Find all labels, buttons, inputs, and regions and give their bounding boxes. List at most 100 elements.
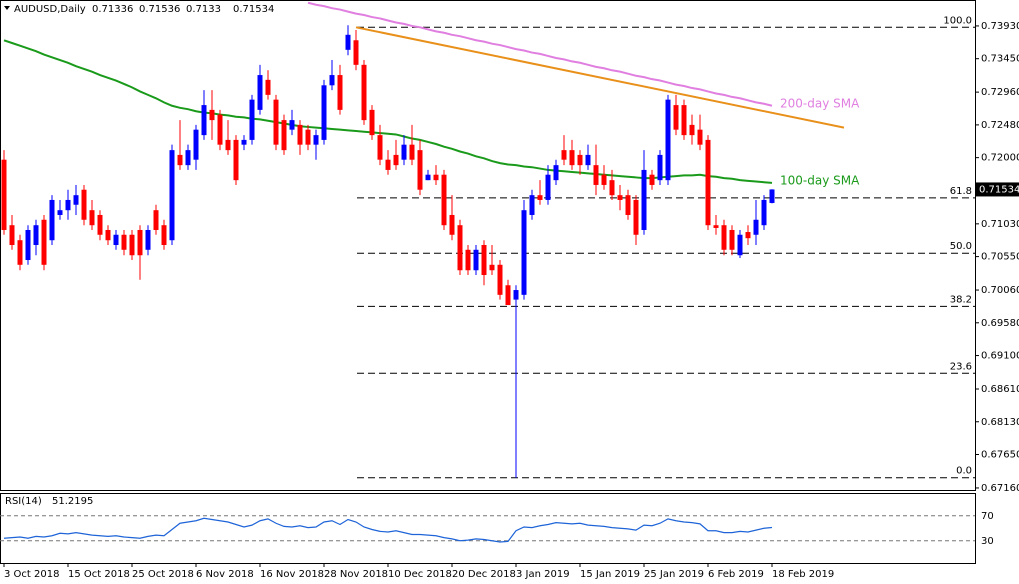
chart-title: AUDUSD,Daily [14, 4, 86, 15]
candle-body [57, 210, 63, 215]
candle-body [105, 229, 111, 241]
candle-body [337, 75, 343, 110]
candle-body [497, 264, 503, 295]
candle-body [673, 105, 679, 130]
candle-body [545, 174, 551, 200]
fib-label: 61.8 [950, 186, 972, 197]
x-tick-label: 18 Feb 2019 [772, 569, 834, 580]
candle-body [161, 225, 167, 245]
candle-body [409, 144, 415, 160]
candle-body [753, 219, 759, 235]
candle-body [401, 144, 407, 160]
candle-body [353, 40, 359, 65]
header-arrow [4, 6, 10, 10]
candle-body [713, 225, 719, 228]
header-open: 0.71336 [92, 4, 133, 15]
candle-body [193, 129, 199, 160]
candle-body [761, 199, 767, 226]
candle-body [297, 124, 303, 145]
candle-body [281, 120, 287, 151]
candle-body [289, 120, 295, 130]
candle-body [769, 189, 775, 203]
candle-body [489, 264, 495, 271]
candle-body [697, 129, 703, 145]
candle-body [369, 109, 375, 136]
x-tick-label: 15 Jan 2019 [580, 569, 640, 580]
candle-body [529, 195, 535, 215]
candle-body [481, 245, 487, 276]
rsi-frame [0, 493, 976, 564]
candle-body [41, 219, 47, 265]
candle-body [129, 234, 135, 256]
candle-body [233, 139, 239, 181]
x-tick-label: 3 Jan 2019 [516, 569, 570, 580]
candle-body [609, 180, 615, 196]
candle-body [73, 195, 79, 205]
candle-body [33, 225, 39, 245]
candle-body [441, 174, 447, 226]
candle-body [113, 234, 119, 245]
candle-body [89, 210, 95, 226]
candle-body [561, 150, 567, 160]
x-tick-label: 10 Dec 2018 [388, 569, 452, 580]
candle-body [249, 99, 255, 140]
candle-body [25, 229, 31, 261]
x-tick-label: 15 Oct 2018 [68, 569, 130, 580]
y-tick-label: 0.72480 [981, 120, 1019, 131]
y-tick-label: 0.70550 [981, 252, 1019, 263]
candle-body [745, 232, 751, 239]
y-tick-label: 0.67650 [981, 450, 1019, 461]
y-tick-label: 0.72000 [981, 153, 1019, 164]
candle-body [201, 105, 207, 136]
rsi-title: RSI(14) [5, 496, 42, 507]
trendline [355, 26, 845, 129]
candle-body [433, 174, 439, 181]
candle-body [81, 189, 87, 220]
candle-body [617, 195, 623, 200]
x-tick-label: 6 Nov 2018 [196, 569, 254, 580]
candle-body [217, 114, 223, 145]
x-tick-label: 16 Nov 2018 [260, 569, 324, 580]
y-tick-label: 0.69100 [981, 351, 1019, 362]
candle-body [345, 34, 351, 50]
candle-body [49, 199, 55, 241]
candle-body [329, 75, 335, 86]
candle-body [65, 199, 71, 211]
candle-body [153, 210, 159, 230]
candle-body [633, 199, 639, 235]
candle-body [465, 249, 471, 271]
main-frame [0, 0, 976, 491]
sma-line [307, 1, 773, 107]
price-box-label: 0.71534 [979, 184, 1019, 195]
fib-label: 100.0 [943, 15, 972, 26]
candle-body [17, 240, 23, 265]
candle-body [137, 229, 143, 256]
fib-label: 50.0 [950, 241, 972, 252]
candle-body [681, 105, 687, 136]
candle-body [9, 225, 15, 245]
candle-body [257, 75, 263, 110]
candle-body [145, 229, 151, 250]
candle-body [177, 154, 183, 166]
candle-body [657, 154, 663, 181]
candle-body [457, 225, 463, 271]
y-tick-label: 0.73930 [981, 21, 1019, 32]
candle-body [241, 139, 247, 145]
candle-body [641, 169, 647, 230]
candle-body [705, 139, 711, 226]
y-tick-label: 0.68130 [981, 417, 1019, 428]
candle-body [665, 99, 671, 181]
candle-body [385, 159, 391, 170]
candle-body [553, 165, 559, 181]
fib-label: 38.2 [950, 294, 972, 305]
x-tick-label: 28 Nov 2018 [324, 569, 388, 580]
candle-body [577, 154, 583, 166]
candle-body [169, 150, 175, 241]
candle-body [689, 124, 695, 136]
candle-body [225, 139, 231, 151]
y-tick-label: 0.68610 [981, 384, 1019, 395]
rsi-tick-label: 70 [981, 511, 994, 522]
candle-body [305, 129, 311, 145]
